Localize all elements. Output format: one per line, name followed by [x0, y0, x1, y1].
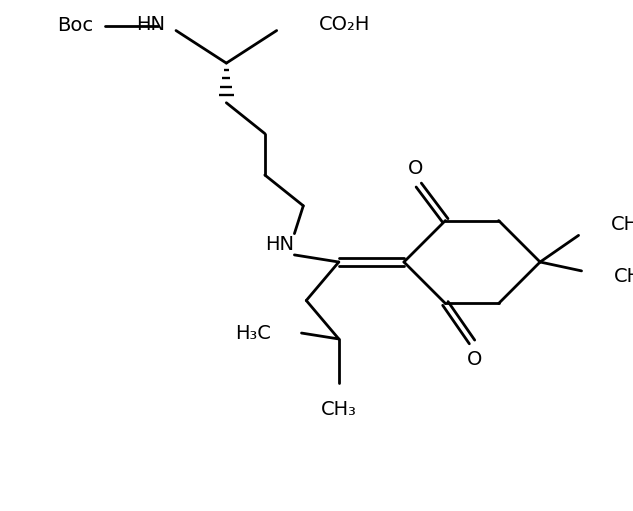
- Text: O: O: [408, 159, 423, 178]
- Text: O: O: [467, 350, 482, 369]
- Text: HN: HN: [265, 235, 294, 254]
- Text: CH₃: CH₃: [614, 267, 633, 286]
- Text: CH₃: CH₃: [611, 215, 633, 234]
- Text: CO₂H: CO₂H: [319, 15, 371, 34]
- Text: Boc: Boc: [57, 16, 93, 35]
- Text: HN: HN: [136, 15, 165, 34]
- Text: H₃C: H₃C: [235, 323, 271, 342]
- Text: CH₃: CH₃: [321, 400, 357, 419]
